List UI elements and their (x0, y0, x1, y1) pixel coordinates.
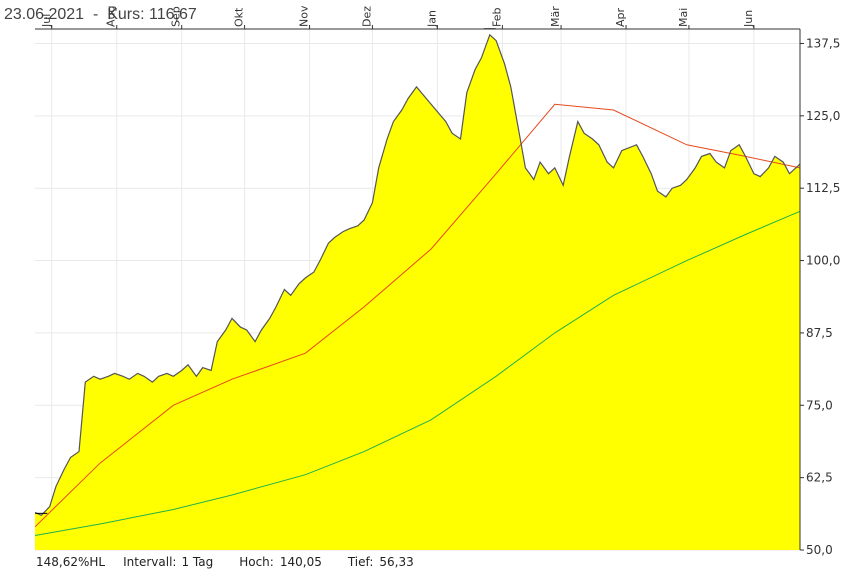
chart-title: 23.06.2021 - Kurs: 116,67 (4, 6, 197, 24)
footer-low-value: 56,33 (379, 555, 414, 569)
price-area (35, 34, 800, 551)
x-tick-label: Sep (170, 6, 183, 27)
x-tick-label: Apr (614, 7, 627, 27)
price-line (34, 33, 801, 517)
x-tick-label: Mai (677, 8, 690, 27)
y-tick-label: 112,5 (806, 181, 840, 195)
x-tick-label: Nov (298, 5, 311, 27)
axes (35, 25, 804, 551)
footer-interval-label: Intervall: (123, 555, 177, 569)
y-axis-labels: 50,0 62,5 75,0 87,5 100,0 112,5 125,0 137,5 (806, 36, 840, 557)
x-tick-label: Aug (105, 6, 118, 27)
ma-long-line (34, 210, 801, 536)
x-tick-label: Jan (425, 10, 438, 28)
x-tick-label: Jun (742, 10, 755, 28)
title-kurs-label: Kurs: (107, 6, 145, 23)
x-tick-label: Jul (40, 14, 53, 28)
x-tick-label: Okt (233, 7, 246, 27)
title-separator: - (92, 6, 99, 23)
footer-high-value: 140,05 (279, 555, 322, 569)
title-kurs-value: 116,67 (148, 6, 197, 23)
y-tick-label: 87,5 (806, 326, 833, 340)
y-tick-label: 62,5 (806, 471, 833, 485)
ma-short-line (34, 103, 801, 528)
x-tick-label: Feb (490, 8, 503, 27)
y-tick-label: 137,5 (806, 36, 840, 50)
footer-interval-value: 1 Tag (181, 555, 214, 569)
chart-footer: 148,62%HL Intervall: 1 Tag Hoch: 140,05 Tief:… (36, 555, 414, 569)
y-tick-label: 75,0 (806, 398, 833, 412)
footer-hl: 148,62%HL (36, 555, 106, 569)
y-tick-label: 50,0 (806, 543, 833, 557)
x-axis-labels: Jul Aug Sep Okt Nov Dez Jan Feb Mär Apr Mai Jun (40, 5, 755, 28)
y-tick-label: 125,0 (806, 109, 840, 123)
footer-low-label: Tief: (347, 555, 374, 569)
footer-high-label: Hoch: (239, 555, 274, 569)
x-tick-label: Mär (549, 6, 562, 27)
title-date: 23.06.2021 (4, 6, 85, 23)
x-tick-label: Dez (360, 6, 373, 27)
y-tick-label: 100,0 (806, 254, 840, 268)
